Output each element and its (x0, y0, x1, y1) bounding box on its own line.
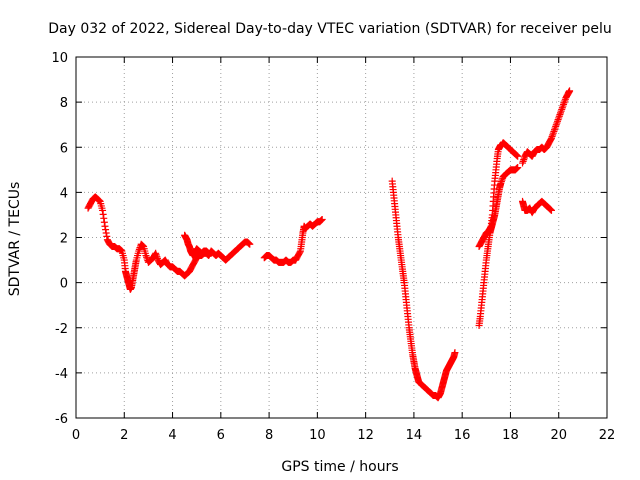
axis-ticks: 0 2 4 6 8 10 12 14 16 18 20 22 -6 -4 -2 0 2 4 6 8 10 (51, 51, 615, 443)
y-tick-label: -2 (55, 322, 68, 337)
data-point (142, 252, 150, 260)
x-tick-label: 6 (217, 428, 225, 443)
chart-title: Day 032 of 2022, Sidereal Day-to-day VTE… (48, 21, 611, 37)
data-point (514, 152, 522, 160)
plot-frame (75, 56, 608, 419)
data-point (558, 105, 566, 113)
data-point (103, 232, 111, 240)
y-tick-label: 4 (60, 186, 68, 201)
data-point (566, 87, 574, 95)
data-point (143, 253, 151, 261)
data-point (519, 159, 527, 167)
x-tick-label: 2 (120, 428, 128, 443)
data-point (557, 107, 565, 115)
x-axis-label: GPS time / hours (281, 459, 398, 475)
x-tick-label: 10 (309, 428, 326, 443)
grid (76, 57, 607, 418)
data-point (560, 100, 568, 108)
data-point (152, 249, 160, 257)
y-axis-label: SDTVAR / TECUs (7, 182, 23, 297)
data-point (558, 104, 566, 112)
data-point (556, 111, 564, 119)
x-tick-label: 12 (357, 428, 374, 443)
data-point (152, 251, 160, 259)
data-point (560, 99, 568, 107)
y-tick-label: 6 (60, 141, 68, 156)
y-tick-label: 2 (60, 232, 68, 247)
data-point (101, 222, 109, 230)
x-tick-label: 8 (265, 428, 273, 443)
data-point (498, 176, 506, 184)
data-point (102, 226, 110, 234)
data-point (557, 109, 565, 117)
data-point (207, 249, 215, 257)
data-point (559, 102, 567, 110)
data-point (451, 349, 459, 357)
data-point (555, 114, 563, 122)
data-point (551, 126, 559, 134)
data-point (318, 215, 326, 223)
data-point (550, 127, 558, 135)
y-tick-label: -6 (55, 412, 68, 427)
data-point (551, 124, 559, 132)
data-point (497, 178, 505, 186)
data-points (84, 87, 574, 402)
data-point (552, 122, 560, 130)
x-tick-label: 20 (550, 428, 567, 443)
data-point (520, 156, 528, 164)
x-tick-label: 22 (599, 428, 616, 443)
y-tick-label: -4 (55, 367, 68, 382)
data-point (519, 157, 527, 165)
data-point (554, 117, 562, 125)
x-tick-label: 18 (502, 428, 519, 443)
data-point (99, 206, 107, 214)
data-point (102, 229, 110, 237)
y-tick-label: 0 (60, 277, 68, 292)
data-point (100, 214, 108, 222)
data-point (553, 119, 561, 127)
data-point (514, 164, 522, 172)
x-tick-label: 16 (454, 428, 471, 443)
data-point (548, 133, 556, 141)
data-point (549, 131, 557, 139)
data-point (246, 240, 254, 248)
data-point (552, 121, 560, 129)
data-point (554, 116, 562, 124)
y-tick-label: 10 (51, 51, 68, 66)
data-point (497, 179, 505, 187)
data-point (487, 223, 495, 231)
data-point (100, 218, 108, 226)
data-point (153, 253, 161, 261)
x-tick-label: 14 (406, 428, 423, 443)
data-point (135, 247, 143, 255)
data-point (555, 112, 563, 120)
x-tick-label: 0 (72, 428, 80, 443)
data-point (99, 210, 107, 218)
x-tick-label: 4 (168, 428, 176, 443)
data-point (296, 248, 304, 256)
data-point (547, 206, 555, 214)
data-point (547, 134, 555, 142)
data-point (561, 97, 569, 105)
data-point (549, 129, 557, 137)
y-tick-label: 8 (60, 96, 68, 111)
